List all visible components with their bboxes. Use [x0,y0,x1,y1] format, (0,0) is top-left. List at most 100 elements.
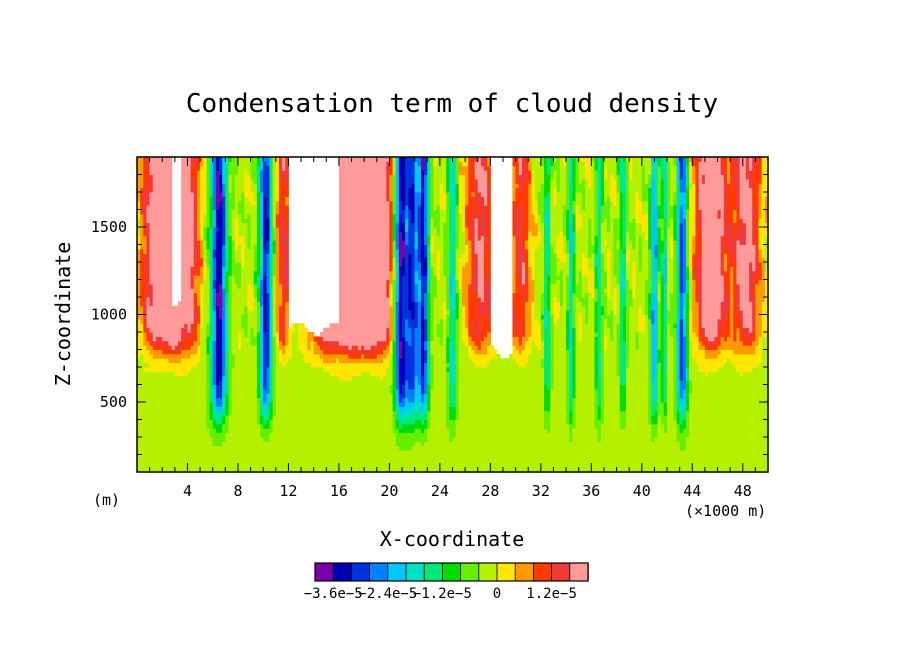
heatmap-cell [155,314,160,320]
heatmap-cell [373,423,378,429]
heatmap-cell [301,362,305,368]
heatmap-cell [149,227,154,232]
heatmap-cell [206,187,211,193]
heatmap-cell [291,410,296,416]
heatmap-cell [272,292,277,298]
heatmap-cell [361,231,365,237]
heatmap-cell [332,463,337,469]
heatmap-cell [228,367,233,372]
heatmap-cell [165,454,170,460]
heatmap-cell [228,423,233,429]
heatmap-cell [345,419,349,425]
heatmap-cell [222,257,226,263]
heatmap-cell [181,301,185,307]
heatmap-cell [193,222,198,228]
heatmap-cell [263,402,267,407]
heatmap-cell [140,450,144,456]
heatmap-cell [181,458,185,464]
heatmap-cell [152,183,157,189]
heatmap-cell [342,345,346,351]
heatmap-cell [275,227,280,232]
heatmap-cell [244,367,248,372]
heatmap-cell [285,367,289,372]
heatmap-cell [190,406,195,412]
heatmap-cell [203,270,207,276]
heatmap-cell [171,406,176,412]
heatmap-cell [165,332,170,337]
heatmap-cell [140,458,144,464]
heatmap-cell [291,454,296,460]
heatmap-cell [357,262,362,267]
heatmap-cell [222,288,226,294]
heatmap-cell [152,288,157,294]
heatmap-cell [155,253,160,259]
heatmap-cell [149,332,154,337]
heatmap-cell [206,362,211,368]
heatmap-cell [275,174,280,180]
heatmap-cell [367,415,371,421]
heatmap-cell [152,467,157,472]
heatmap-cell [215,327,220,333]
heatmap-cell [152,402,157,407]
heatmap-cell [342,305,346,311]
heatmap-cell [282,240,286,245]
heatmap-cell [215,222,220,228]
heatmap-cell [373,170,378,176]
heatmap-cell [250,323,255,329]
heatmap-cell [272,222,277,228]
heatmap-cell [193,301,198,307]
heatmap-cell [256,196,261,202]
heatmap-cell [206,432,211,438]
heatmap-cell [212,244,217,250]
heatmap-cell [143,406,147,412]
heatmap-cell [212,397,217,403]
heatmap-cell [228,428,233,434]
heatmap-cell [184,314,188,320]
heatmap-cell [231,367,236,372]
heatmap-cell [345,402,349,407]
heatmap-cell [354,362,359,368]
heatmap-cell [184,292,188,298]
heatmap-cell [313,345,318,351]
heatmap-cell [212,463,217,469]
heatmap-cell [342,170,346,176]
heatmap-cell [171,415,176,421]
heatmap-cell [250,332,255,337]
heatmap-cell [244,244,248,250]
heatmap-cell [206,402,211,407]
heatmap-cell [174,314,179,320]
heatmap-cell [345,345,349,351]
heatmap-cell [367,432,371,438]
heatmap-cell [253,170,258,176]
heatmap-cell [342,244,346,250]
heatmap-cell [307,445,312,451]
heatmap-cell [196,301,201,307]
heatmap-cell [272,450,277,456]
heatmap-cell [168,397,173,403]
heatmap-cell [190,463,195,469]
heatmap-cell [241,253,245,259]
heatmap-cell [143,358,147,364]
heatmap-cell [345,253,349,259]
heatmap-cell [241,209,245,215]
heatmap-cell [244,467,248,472]
heatmap-cell [140,340,144,346]
heatmap-cell [373,301,378,307]
heatmap-cell [241,458,245,464]
heatmap-cell [266,371,271,377]
heatmap-cell [203,283,207,289]
heatmap-cell [351,192,356,197]
heatmap-cell [149,336,154,342]
heatmap-cell [159,270,163,276]
heatmap-cell [231,174,236,180]
heatmap-cell [212,393,217,399]
heatmap-cell [168,345,173,351]
heatmap-cell [206,200,211,206]
heatmap-cell [203,297,207,302]
heatmap-cell [316,432,321,438]
heatmap-cell [165,196,170,202]
heatmap-cell [266,178,271,184]
heatmap-cell [162,248,166,254]
heatmap-cell [342,310,346,316]
heatmap-cell [379,450,384,456]
